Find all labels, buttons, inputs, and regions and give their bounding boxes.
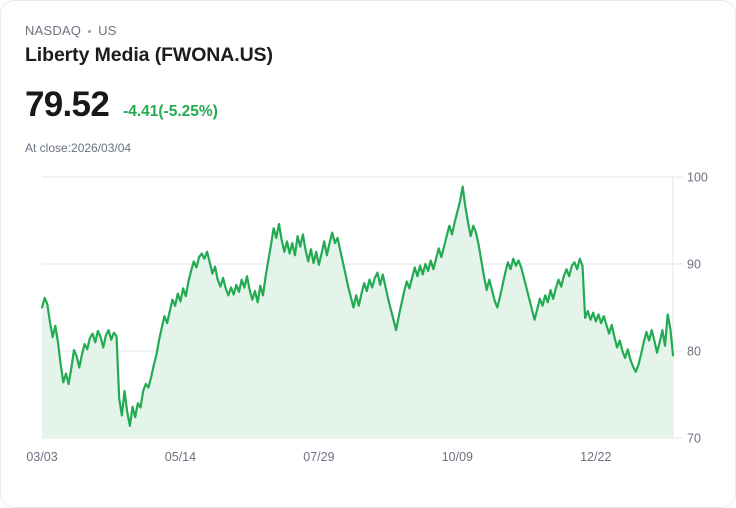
quote-header: NASDAQ US Liberty Media (FWONA.US) 79.52… (25, 23, 711, 156)
current-price: 79.52 (25, 85, 110, 124)
x-axis-tick-label: 03/03 (26, 450, 57, 464)
y-axis-tick-label: 100 (687, 171, 708, 185)
chart-line (40, 185, 675, 427)
x-axis-labels: 03/03 05/14 07/29 10/09 12/22 (26, 450, 611, 464)
x-axis-tick-label: 10/09 (442, 450, 473, 464)
exchange-name: NASDAQ (25, 23, 82, 38)
quote-row: 79.52 -4.41(-5.25%) (25, 85, 711, 125)
exchange-row: NASDAQ US (25, 23, 711, 39)
x-axis-tick-label: 05/14 (165, 450, 196, 464)
chart-area-fill (42, 186, 673, 438)
y-axis-tick-label: 80 (687, 345, 701, 359)
y-axis-tick-label: 90 (687, 258, 701, 272)
y-axis-tick-label: 70 (687, 432, 701, 446)
x-axis-tick-label: 07/29 (303, 450, 334, 464)
page-title: Liberty Media (FWONA.US) (25, 44, 273, 66)
separator-dot-icon (88, 29, 92, 33)
close-timestamp: At close:2026/03/04 (25, 141, 132, 155)
y-axis-labels: 100 90 80 70 (687, 171, 708, 446)
region-label: US (98, 23, 117, 38)
price-change: -4.41(-5.25%) (123, 103, 218, 120)
x-axis-tick-label: 12/22 (580, 450, 611, 464)
